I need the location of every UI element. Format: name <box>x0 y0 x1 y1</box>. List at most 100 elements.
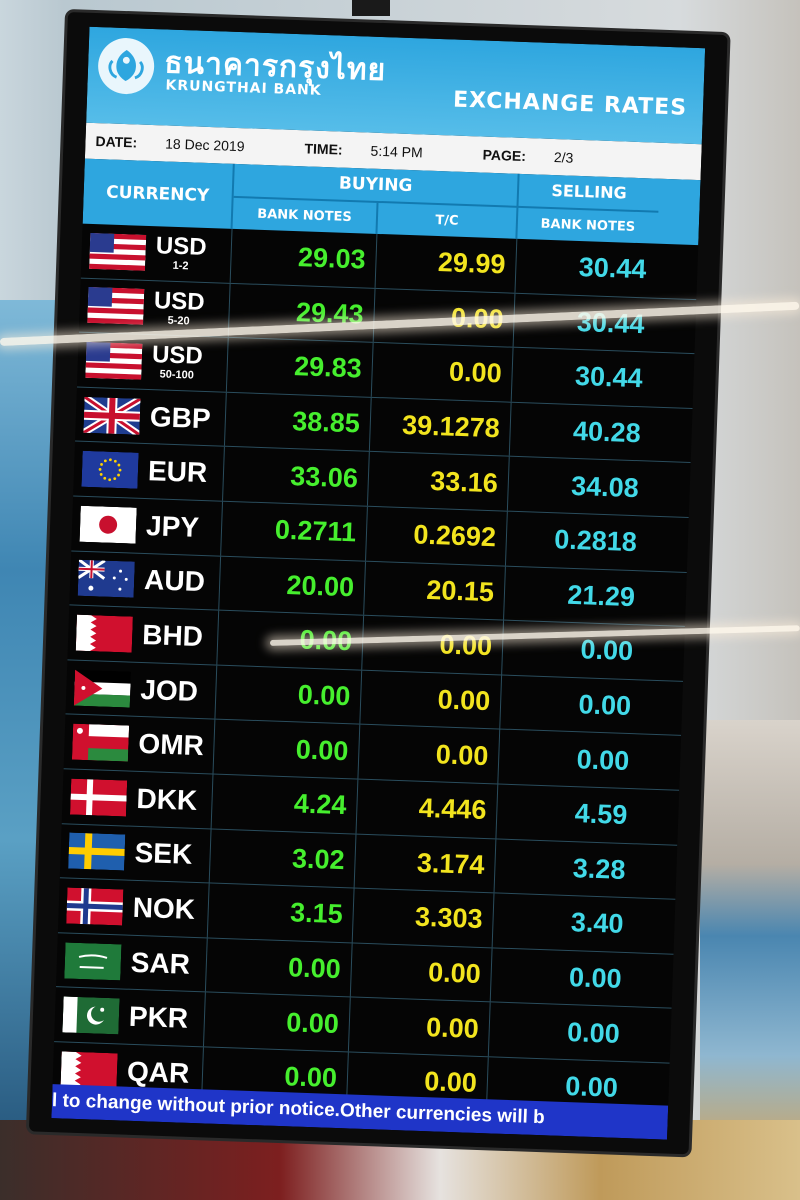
flag-qa-icon <box>60 1051 118 1090</box>
currency-cell: NOK <box>57 878 210 938</box>
currency-cell: USD 50-100 <box>76 332 229 392</box>
flag-us-icon <box>85 341 143 380</box>
currency-code: AUD <box>143 564 206 598</box>
board-title: EXCHANGE RATES <box>452 87 688 121</box>
currency-code: SAR <box>130 946 191 980</box>
table-row: USD 50-100 29.83 0.00 30.44 <box>76 332 695 409</box>
table-row: JPY 0.2711 0.2692 0.2818 <box>71 496 689 573</box>
table-row: OMR 0.00 0.00 0.00 <box>63 714 682 791</box>
selling-bank-notes-rate: 0.2818 <box>553 524 638 558</box>
buying-tc-rate: 0.00 <box>360 670 503 729</box>
monitor-mount-pole <box>352 0 390 16</box>
buying-tc-rate: 3.303 <box>352 888 495 948</box>
currency-code: USD <box>155 232 207 262</box>
header-selling: SELLING <box>518 173 660 213</box>
header-currency: CURRENCY <box>82 158 235 229</box>
buying-tc-rate: 0.00 <box>348 997 491 1057</box>
flag-sa-icon <box>64 941 122 980</box>
buying-bank-notes-rate: 29.03 <box>230 228 378 288</box>
currency-code-wrap: JOD <box>139 673 199 707</box>
buying-tc-rate: 33.16 <box>367 452 510 511</box>
buying-bank-notes-rate: 0.00 <box>213 719 361 779</box>
flag-dk-icon <box>70 778 128 817</box>
buying-bank-notes-rate: 0.00 <box>205 938 353 997</box>
currency-cell: JOD <box>65 660 218 719</box>
table-row: QAR 0.00 0.00 0.00 <box>52 1042 670 1119</box>
table-row: DKK 4.24 4.446 4.59 <box>61 769 680 846</box>
brand-bar: ธนาคารกรุงไทย KRUNGTHAI BANK EXCHANGE RA… <box>86 26 706 145</box>
table-row: JOD 0.00 0.00 0.00 <box>65 660 684 737</box>
selling-bank-notes-rate: 3.28 <box>572 852 626 885</box>
currency-cell: SAR <box>55 932 208 992</box>
currency-cell: USD 1-2 <box>80 223 233 283</box>
currency-code-wrap: USD 1-2 <box>155 232 207 274</box>
flag-bh-icon <box>75 614 133 653</box>
currency-code: JOD <box>139 673 199 707</box>
table-row: GBP 38.85 39.1278 40.28 <box>75 387 693 464</box>
currency-code-wrap: NOK <box>132 891 196 925</box>
table-row: EUR 33.06 33.16 34.08 <box>73 441 691 518</box>
flag-us-icon <box>87 287 145 326</box>
currency-code: GBP <box>149 400 212 434</box>
buying-tc-rate: 0.2692 <box>366 506 508 566</box>
buying-tc-rate: 20.15 <box>364 561 506 620</box>
date-value: 18 Dec 2019 <box>164 135 245 155</box>
page-value: 2/3 <box>553 149 574 166</box>
currency-code-wrap: SAR <box>130 946 191 980</box>
currency-cell: JPY <box>71 496 224 556</box>
table-row: PKR 0.00 0.00 0.00 <box>54 987 672 1064</box>
selling-bank-notes-rate: 30.44 <box>578 252 647 285</box>
flag-au-icon <box>77 560 135 599</box>
currency-cell: BHD <box>67 605 220 665</box>
currency-cell: OMR <box>63 714 216 774</box>
currency-code-wrap: OMR <box>138 728 204 761</box>
time-label: TIME: <box>304 140 343 158</box>
date-label: DATE: <box>95 133 138 151</box>
flag-se-icon <box>68 832 126 871</box>
currency-cell: QAR <box>52 1042 204 1101</box>
denomination-range: 5-20 <box>167 314 190 328</box>
buying-bank-notes-rate: 38.85 <box>224 392 372 452</box>
selling-bank-notes-rate: 3.40 <box>570 907 625 940</box>
currency-code-wrap: EUR <box>147 455 207 488</box>
buying-bank-notes-rate: 33.06 <box>223 447 370 506</box>
currency-code-wrap: AUD <box>143 564 206 598</box>
currency-code-wrap: PKR <box>128 1001 188 1034</box>
monitor-screen: ธนาคารกรุงไทย KRUNGTHAI BANK EXCHANGE RA… <box>51 26 706 1140</box>
currency-cell: DKK <box>61 769 214 829</box>
table-row: USD 1-2 29.03 29.99 30.44 <box>80 223 699 300</box>
flag-uk-icon <box>83 396 141 435</box>
currency-code: NOK <box>132 891 196 925</box>
selling-bank-notes-rate: 21.29 <box>566 579 636 612</box>
buying-bank-notes-rate: 4.24 <box>211 774 359 834</box>
buying-tc-rate: 4.446 <box>356 779 499 838</box>
currency-code-wrap: DKK <box>136 782 198 816</box>
denomination-range: 1-2 <box>172 260 189 273</box>
buying-bank-notes-rate: 0.00 <box>215 665 363 724</box>
currency-code: DKK <box>136 782 198 816</box>
buying-tc-rate: 29.99 <box>375 233 518 293</box>
currency-cell: AUD <box>69 551 222 610</box>
selling-bank-notes-rate: 30.44 <box>574 361 644 394</box>
currency-code: SEK <box>134 837 193 871</box>
selling-bank-notes-rate: 0.00 <box>568 962 623 994</box>
buying-tc-rate: 0.00 <box>371 343 514 402</box>
buying-tc-rate: 0.00 <box>350 943 493 1002</box>
flag-no-icon <box>66 887 124 926</box>
buying-tc-rate: 39.1278 <box>369 397 512 457</box>
buying-bank-notes-rate: 0.2711 <box>221 501 368 561</box>
header-bank-notes-buy: BANK NOTES <box>232 197 379 234</box>
selling-bank-notes-rate: 0.00 <box>578 689 632 722</box>
header-bank-notes-sell: BANK NOTES <box>540 216 636 235</box>
currency-code-wrap: USD 50-100 <box>151 342 204 383</box>
selling-bank-notes-rate: 40.28 <box>572 415 642 449</box>
currency-code: QAR <box>126 1055 190 1089</box>
selling-bank-notes-rate: 34.08 <box>570 470 640 503</box>
flag-jp-icon <box>79 505 137 544</box>
currency-code: BHD <box>141 618 204 653</box>
flag-om-icon <box>71 723 130 762</box>
currency-cell: PKR <box>54 987 206 1047</box>
time-value: 5:14 PM <box>370 142 423 161</box>
